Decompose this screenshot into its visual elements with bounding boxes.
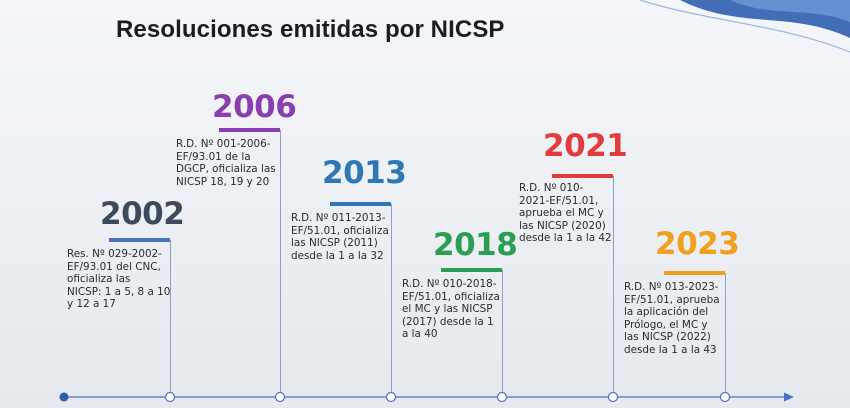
desc-2013: R.D. Nº 011-2013- EF/51.01, oficializa l… <box>291 212 389 262</box>
stem-2013 <box>391 204 392 392</box>
timeline-nodes <box>164 391 731 403</box>
bar-2023 <box>664 271 725 275</box>
desc-2021: R.D. Nº 010- 2021-EF/51.01, aprueba el M… <box>519 182 612 245</box>
bar-2021 <box>552 174 613 178</box>
desc-2002: Res. Nº 029-2002- EF/93.01 del CNC, ofic… <box>67 248 171 311</box>
stem-2006 <box>280 130 281 392</box>
bar-2002 <box>109 238 170 242</box>
year-2006: 2006 <box>212 89 297 125</box>
timeline-node-2018 <box>496 391 508 403</box>
bar-2018 <box>441 268 502 272</box>
year-2018: 2018 <box>433 227 518 263</box>
stem-2023 <box>725 273 726 392</box>
year-2023: 2023 <box>655 226 740 262</box>
timeline-node-2002 <box>164 391 176 403</box>
year-2002: 2002 <box>100 196 185 232</box>
bar-2006 <box>219 128 280 132</box>
page-title: Resoluciones emitidas por NICSP <box>116 16 505 43</box>
timeline-node-2021 <box>607 391 619 403</box>
corner-wave-decoration <box>639 0 850 53</box>
stem-2021 <box>613 176 614 392</box>
year-2013: 2013 <box>322 155 407 191</box>
stem-2018 <box>502 270 503 392</box>
stem-2002 <box>170 240 171 392</box>
axis-start-dot <box>59 392 69 402</box>
year-2021: 2021 <box>543 128 628 164</box>
bar-2013 <box>330 202 391 206</box>
axis-arrow-icon <box>784 392 794 402</box>
timeline-node-2013 <box>385 391 397 403</box>
timeline-node-2006 <box>274 391 286 403</box>
desc-2006: R.D. Nº 001-2006- EF/93.01 de la DGCP, o… <box>176 138 276 188</box>
desc-2018: R.D. Nº 010-2018- EF/51.01, oficializa e… <box>402 278 500 341</box>
timeline-node-2023 <box>719 391 731 403</box>
desc-2023: R.D. Nº 013-2023- EF/51.01, aprueba la a… <box>624 281 720 356</box>
